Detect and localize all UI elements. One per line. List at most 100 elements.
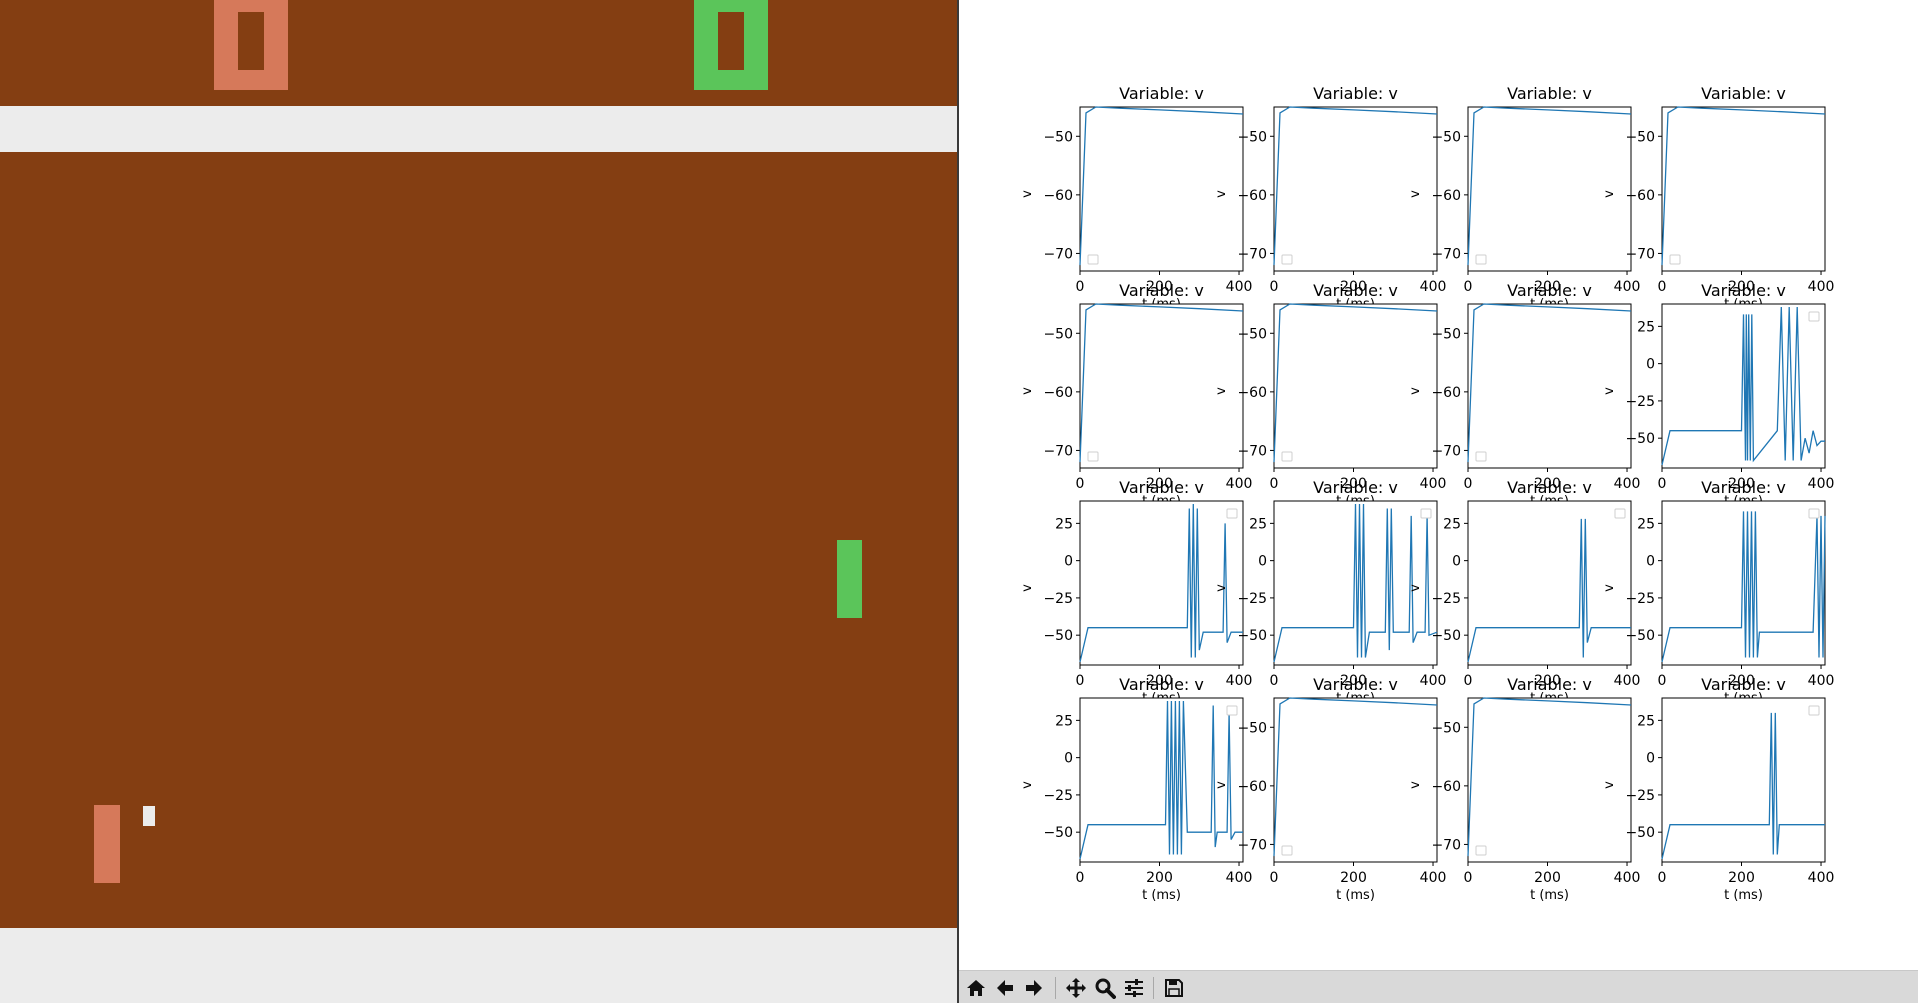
toolbar-separator: [1055, 977, 1056, 999]
sliders-icon: [1125, 979, 1143, 997]
zoom-button[interactable]: [1092, 975, 1118, 1001]
home-button[interactable]: [963, 975, 989, 1001]
subplot-xlabel: t (ms): [1530, 888, 1569, 903]
subplot-ylabel: v: [1214, 584, 1229, 592]
voltage-trace: [1273, 503, 1438, 663]
x-tick-label: 0: [1464, 476, 1473, 492]
subplot-title: Variable: v: [1313, 84, 1398, 103]
x-tick-label: 200: [1146, 673, 1173, 689]
save-button[interactable]: [1161, 975, 1187, 1001]
x-tick-label: 0: [1658, 279, 1667, 295]
x-tick-label: 0: [1076, 279, 1085, 295]
empty-legend-box: [1087, 254, 1099, 265]
y-tick-label: −25: [1237, 591, 1267, 607]
home-icon: [967, 980, 985, 996]
voltage-trace: [1661, 712, 1825, 860]
x-tick-label: 400: [1614, 673, 1641, 689]
subplot-ylabel: v: [1020, 781, 1035, 789]
x-tick-label: 400: [1226, 870, 1253, 886]
y-tick-label: −70: [1043, 443, 1073, 459]
y-tick-label: 0: [1064, 751, 1073, 767]
y-tick-label: −50: [1043, 825, 1073, 841]
configure-button[interactable]: [1121, 975, 1147, 1001]
empty-legend-box: [1475, 845, 1487, 856]
subplot-ylabel: v: [1214, 781, 1229, 789]
subplot-axes: [1661, 697, 1826, 863]
y-tick-label: −50: [1043, 129, 1073, 145]
empty-legend-box: [1226, 508, 1238, 519]
y-tick-label: −60: [1431, 188, 1461, 204]
subplot-ylabel: v: [1408, 190, 1423, 198]
y-tick-label: −50: [1625, 825, 1655, 841]
y-tick-label: −25: [1043, 591, 1073, 607]
subplot-title: Variable: v: [1119, 675, 1204, 694]
subplot-title: Variable: v: [1507, 281, 1592, 300]
y-tick-label: −25: [1625, 788, 1655, 804]
x-tick-label: 0: [1658, 673, 1667, 689]
forward-button[interactable]: [1021, 975, 1047, 1001]
window-divider: [957, 0, 959, 1003]
voltage-trace: [1079, 503, 1243, 663]
x-tick-label: 0: [1658, 476, 1667, 492]
y-tick-label: −25: [1431, 591, 1461, 607]
empty-legend-box: [1475, 451, 1487, 462]
x-tick-label: 200: [1534, 870, 1561, 886]
y-tick-label: −50: [1431, 628, 1461, 644]
x-tick-label: 400: [1808, 870, 1835, 886]
y-tick-label: −60: [1043, 385, 1073, 401]
floppy-icon: [1165, 979, 1183, 997]
y-tick-label: 25: [1637, 516, 1655, 532]
subplot-title: Variable: v: [1701, 478, 1786, 497]
y-tick-label: −50: [1431, 326, 1461, 342]
subplot-axes: [1079, 697, 1244, 863]
x-tick-label: 200: [1534, 673, 1561, 689]
subplot-axes: [1273, 303, 1438, 469]
x-tick-label: 400: [1226, 673, 1253, 689]
empty-legend-box: [1808, 705, 1820, 716]
subplot-title: Variable: v: [1701, 675, 1786, 694]
pan-button[interactable]: [1063, 975, 1089, 1001]
voltage-trace: [1467, 518, 1631, 663]
y-tick-label: 25: [1443, 516, 1461, 532]
back-button[interactable]: [992, 975, 1018, 1001]
empty-legend-box: [1669, 254, 1681, 265]
voltage-trace: [1467, 303, 1632, 463]
x-tick-label: 400: [1420, 870, 1447, 886]
empty-legend-box: [1808, 508, 1820, 519]
subplot-axes: [1079, 500, 1244, 666]
empty-legend-box: [1420, 508, 1432, 519]
subplot-title: Variable: v: [1507, 478, 1592, 497]
subplot-ylabel: v: [1602, 387, 1617, 395]
y-tick-label: −60: [1237, 779, 1267, 795]
y-tick-label: −50: [1431, 720, 1461, 736]
subplot-xlabel: t (ms): [1142, 888, 1181, 903]
y-tick-label: −50: [1625, 129, 1655, 145]
subplot-title: Variable: v: [1119, 84, 1204, 103]
x-tick-label: 200: [1340, 279, 1367, 295]
y-tick-label: −70: [1237, 837, 1267, 853]
x-tick-label: 400: [1808, 476, 1835, 492]
y-tick-label: −70: [1431, 837, 1461, 853]
subplot-ylabel: v: [1602, 781, 1617, 789]
voltage-trace: [1079, 106, 1244, 266]
x-tick-label: 200: [1340, 870, 1367, 886]
subplot-title: Variable: v: [1313, 675, 1398, 694]
empty-legend-box: [1614, 508, 1626, 519]
x-tick-label: 0: [1658, 870, 1667, 886]
x-tick-label: 400: [1808, 673, 1835, 689]
y-tick-label: −70: [1237, 443, 1267, 459]
subplot-ylabel: v: [1020, 387, 1035, 395]
empty-legend-box: [1475, 254, 1487, 265]
x-tick-label: 0: [1464, 673, 1473, 689]
figure-canvas[interactable]: Variable: v v t (ms) −50 −60 −70 0 200 400 Variab…: [959, 0, 1918, 970]
subplot-title: Variable: v: [1119, 478, 1204, 497]
x-tick-label: 0: [1270, 870, 1279, 886]
score-left-digit-hole: [238, 12, 264, 70]
subplot-ylabel: v: [1020, 584, 1035, 592]
y-tick-label: −50: [1043, 326, 1073, 342]
voltage-trace: [1467, 697, 1632, 857]
x-tick-label: 0: [1464, 870, 1473, 886]
x-tick-label: 0: [1076, 476, 1085, 492]
x-tick-label: 400: [1614, 870, 1641, 886]
top-wall: [0, 106, 957, 152]
